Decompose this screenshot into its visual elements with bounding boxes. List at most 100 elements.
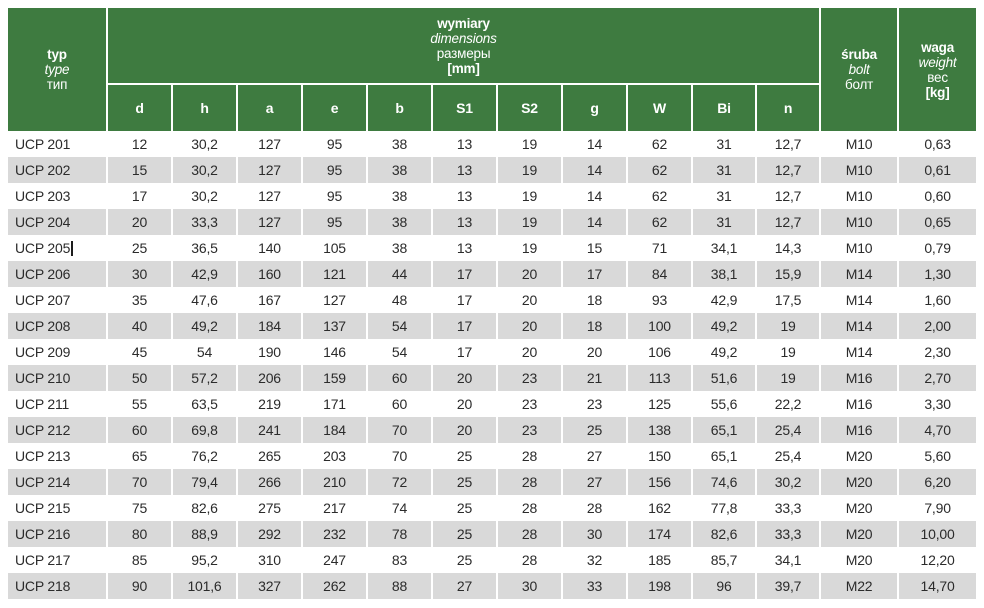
table-row: UCP 208 40 49,2 184 137 54 17 20 18 100 49,2 19 M14 2… [8, 313, 977, 339]
value-cell: 95 [301, 131, 366, 157]
value-cell: 101,6 [171, 573, 236, 599]
cell-text: UCP 208 [15, 318, 71, 334]
value-cell: 88,9 [171, 521, 236, 547]
value-cell: 17 [431, 287, 496, 313]
cell-text: 15 [586, 240, 603, 256]
cell-text: 19 [521, 240, 538, 256]
value-cell: 42,9 [171, 261, 236, 287]
value-cell: 74,6 [691, 469, 755, 495]
value-cell: 266 [236, 469, 301, 495]
cell-text: UCP 206 [15, 266, 71, 282]
value-cell: 127 [301, 287, 366, 313]
cell-text: 55,6 [710, 396, 738, 412]
cell-text: UCP 207 [15, 292, 71, 308]
column-header-bolt: śruba bolt болт [819, 8, 898, 131]
value-cell: 138 [626, 417, 691, 443]
value-cell: 210 [301, 469, 366, 495]
cell-text: 127 [258, 136, 281, 152]
value-cell: 47,6 [171, 287, 236, 313]
value-cell: 7,90 [897, 495, 977, 521]
value-cell: 203 [301, 443, 366, 469]
cell-text: 247 [323, 552, 346, 568]
value-cell: 79,4 [171, 469, 236, 495]
table-body: UCP 201 12 30,2 127 95 38 13 19 14 62 31 12,7 M10 0,6… [8, 131, 977, 599]
cell-text: 96 [716, 578, 732, 594]
cell-text: 17 [456, 292, 473, 308]
value-cell: M22 [819, 573, 898, 599]
cell-text: 232 [323, 526, 346, 542]
value-cell: M10 [819, 183, 898, 209]
cell-text: 65,1 [710, 448, 738, 464]
value-cell: 27 [561, 443, 626, 469]
value-cell: 14 [561, 131, 626, 157]
cell-text: 113 [648, 370, 671, 386]
cell-text: UCP 202 [15, 162, 71, 178]
cell-text: UCP 212 [15, 422, 71, 438]
cell-text: 14,3 [774, 240, 802, 256]
cell-text: M14 [845, 292, 873, 308]
cell-text: 13 [456, 214, 473, 230]
value-cell: 63,5 [171, 391, 236, 417]
cell-text: 38 [391, 214, 408, 230]
value-cell: 33 [561, 573, 626, 599]
value-cell: 27 [431, 573, 496, 599]
value-cell: 25 [106, 235, 171, 261]
value-cell: 146 [301, 339, 366, 365]
value-cell: 20 [431, 417, 496, 443]
value-cell: M10 [819, 157, 898, 183]
cell-text: UCP 213 [15, 448, 71, 464]
cell-text: 7,90 [924, 500, 951, 516]
value-cell: 85,7 [691, 547, 755, 573]
value-cell: 20 [496, 287, 561, 313]
cell-text: 54 [391, 344, 408, 360]
header-line: [mm] [447, 60, 480, 76]
cell-text: 1,30 [924, 266, 951, 282]
value-cell: 38,1 [691, 261, 755, 287]
value-cell: M20 [819, 469, 898, 495]
cell-text: 31 [716, 188, 732, 204]
value-cell: 19 [496, 209, 561, 235]
cell-text: 93 [651, 292, 668, 308]
value-cell: 62 [626, 209, 691, 235]
cell-text: 25 [586, 422, 603, 438]
table-row: UCP 209 45 54 190 146 54 17 20 20 106 49,2 19 M14 2,3… [8, 339, 977, 365]
header-line: wymiary [437, 15, 490, 31]
cell-text: 84 [651, 266, 668, 282]
value-cell: 28 [496, 495, 561, 521]
value-cell: 159 [301, 365, 366, 391]
cell-text: 88 [391, 578, 408, 594]
value-cell: 34,1 [691, 235, 755, 261]
cell-text: 217 [323, 500, 346, 516]
cell-text: 82,6 [191, 500, 218, 516]
table-row: UCP 203 17 30,2 127 95 38 13 19 14 62 31 12,7 M10 0,6… [8, 183, 977, 209]
value-cell: 19 [755, 365, 820, 391]
cell-text: 265 [258, 448, 281, 464]
cell-text: 2,30 [924, 344, 951, 360]
value-cell: 127 [236, 183, 301, 209]
cell-text: 32 [586, 552, 603, 568]
cell-text: 4,70 [924, 422, 951, 438]
cell-text: M22 [845, 578, 873, 594]
column-header-h: h [171, 85, 236, 131]
cell-text: 14,70 [920, 578, 955, 594]
value-cell: 80 [106, 521, 171, 547]
table-row: UCP 210 50 57,2 206 159 60 20 23 21 113 51,6 19 M16 2… [8, 365, 977, 391]
value-cell: 167 [236, 287, 301, 313]
value-cell: 36,5 [171, 235, 236, 261]
value-cell: 33,3 [755, 495, 820, 521]
value-cell: 12,7 [755, 183, 820, 209]
table-row: UCP 215 75 82,6 275 217 74 25 28 28 162 77,8 33,3 M2… [8, 495, 977, 521]
cell-text: 65 [131, 448, 148, 464]
cell-text: 82,6 [710, 526, 738, 542]
cell-text: 206 [258, 370, 281, 386]
value-cell: 0,79 [897, 235, 977, 261]
cell-text: 42,9 [191, 266, 218, 282]
value-cell: 190 [236, 339, 301, 365]
cell-text: 160 [258, 266, 281, 282]
value-cell: 25 [561, 417, 626, 443]
cell-text: 95 [326, 162, 343, 178]
header-line: typ [47, 47, 67, 62]
value-cell: 160 [236, 261, 301, 287]
cell-text: 19 [780, 318, 796, 334]
cell-text: 106 [648, 344, 671, 360]
